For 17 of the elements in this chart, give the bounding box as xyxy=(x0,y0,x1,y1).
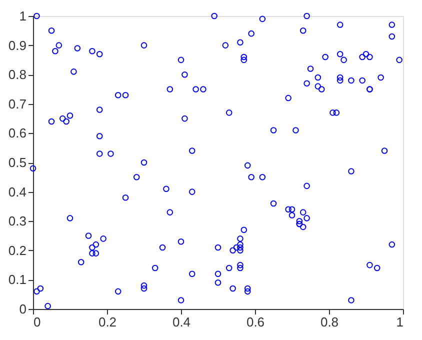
y-tick-label: 0.1 xyxy=(8,272,26,288)
y-tick-label: 0.6 xyxy=(8,126,26,141)
x-tick-label: 0 xyxy=(34,314,41,330)
y-tick-label: 0.4 xyxy=(8,184,26,200)
x-tick-label: 1 xyxy=(396,314,404,330)
y-tick-label: 0.3 xyxy=(8,214,26,229)
x-tick-label: 0.2 xyxy=(98,314,117,330)
y-tick-label: 1 xyxy=(19,8,26,24)
y-tick-label: 0.5 xyxy=(8,155,26,170)
y-tick-label: 0.9 xyxy=(8,38,26,53)
y-tick-label: 0 xyxy=(19,302,26,316)
y-tick-label: 0.7 xyxy=(8,96,26,112)
x-tick-label: 0.4 xyxy=(172,314,191,330)
x-tick-label: 0.8 xyxy=(320,314,339,330)
y-tick-label: 0.8 xyxy=(8,67,26,82)
y-tick-label: 0.2 xyxy=(8,242,26,258)
x-tick-label: 0.6 xyxy=(246,314,265,330)
